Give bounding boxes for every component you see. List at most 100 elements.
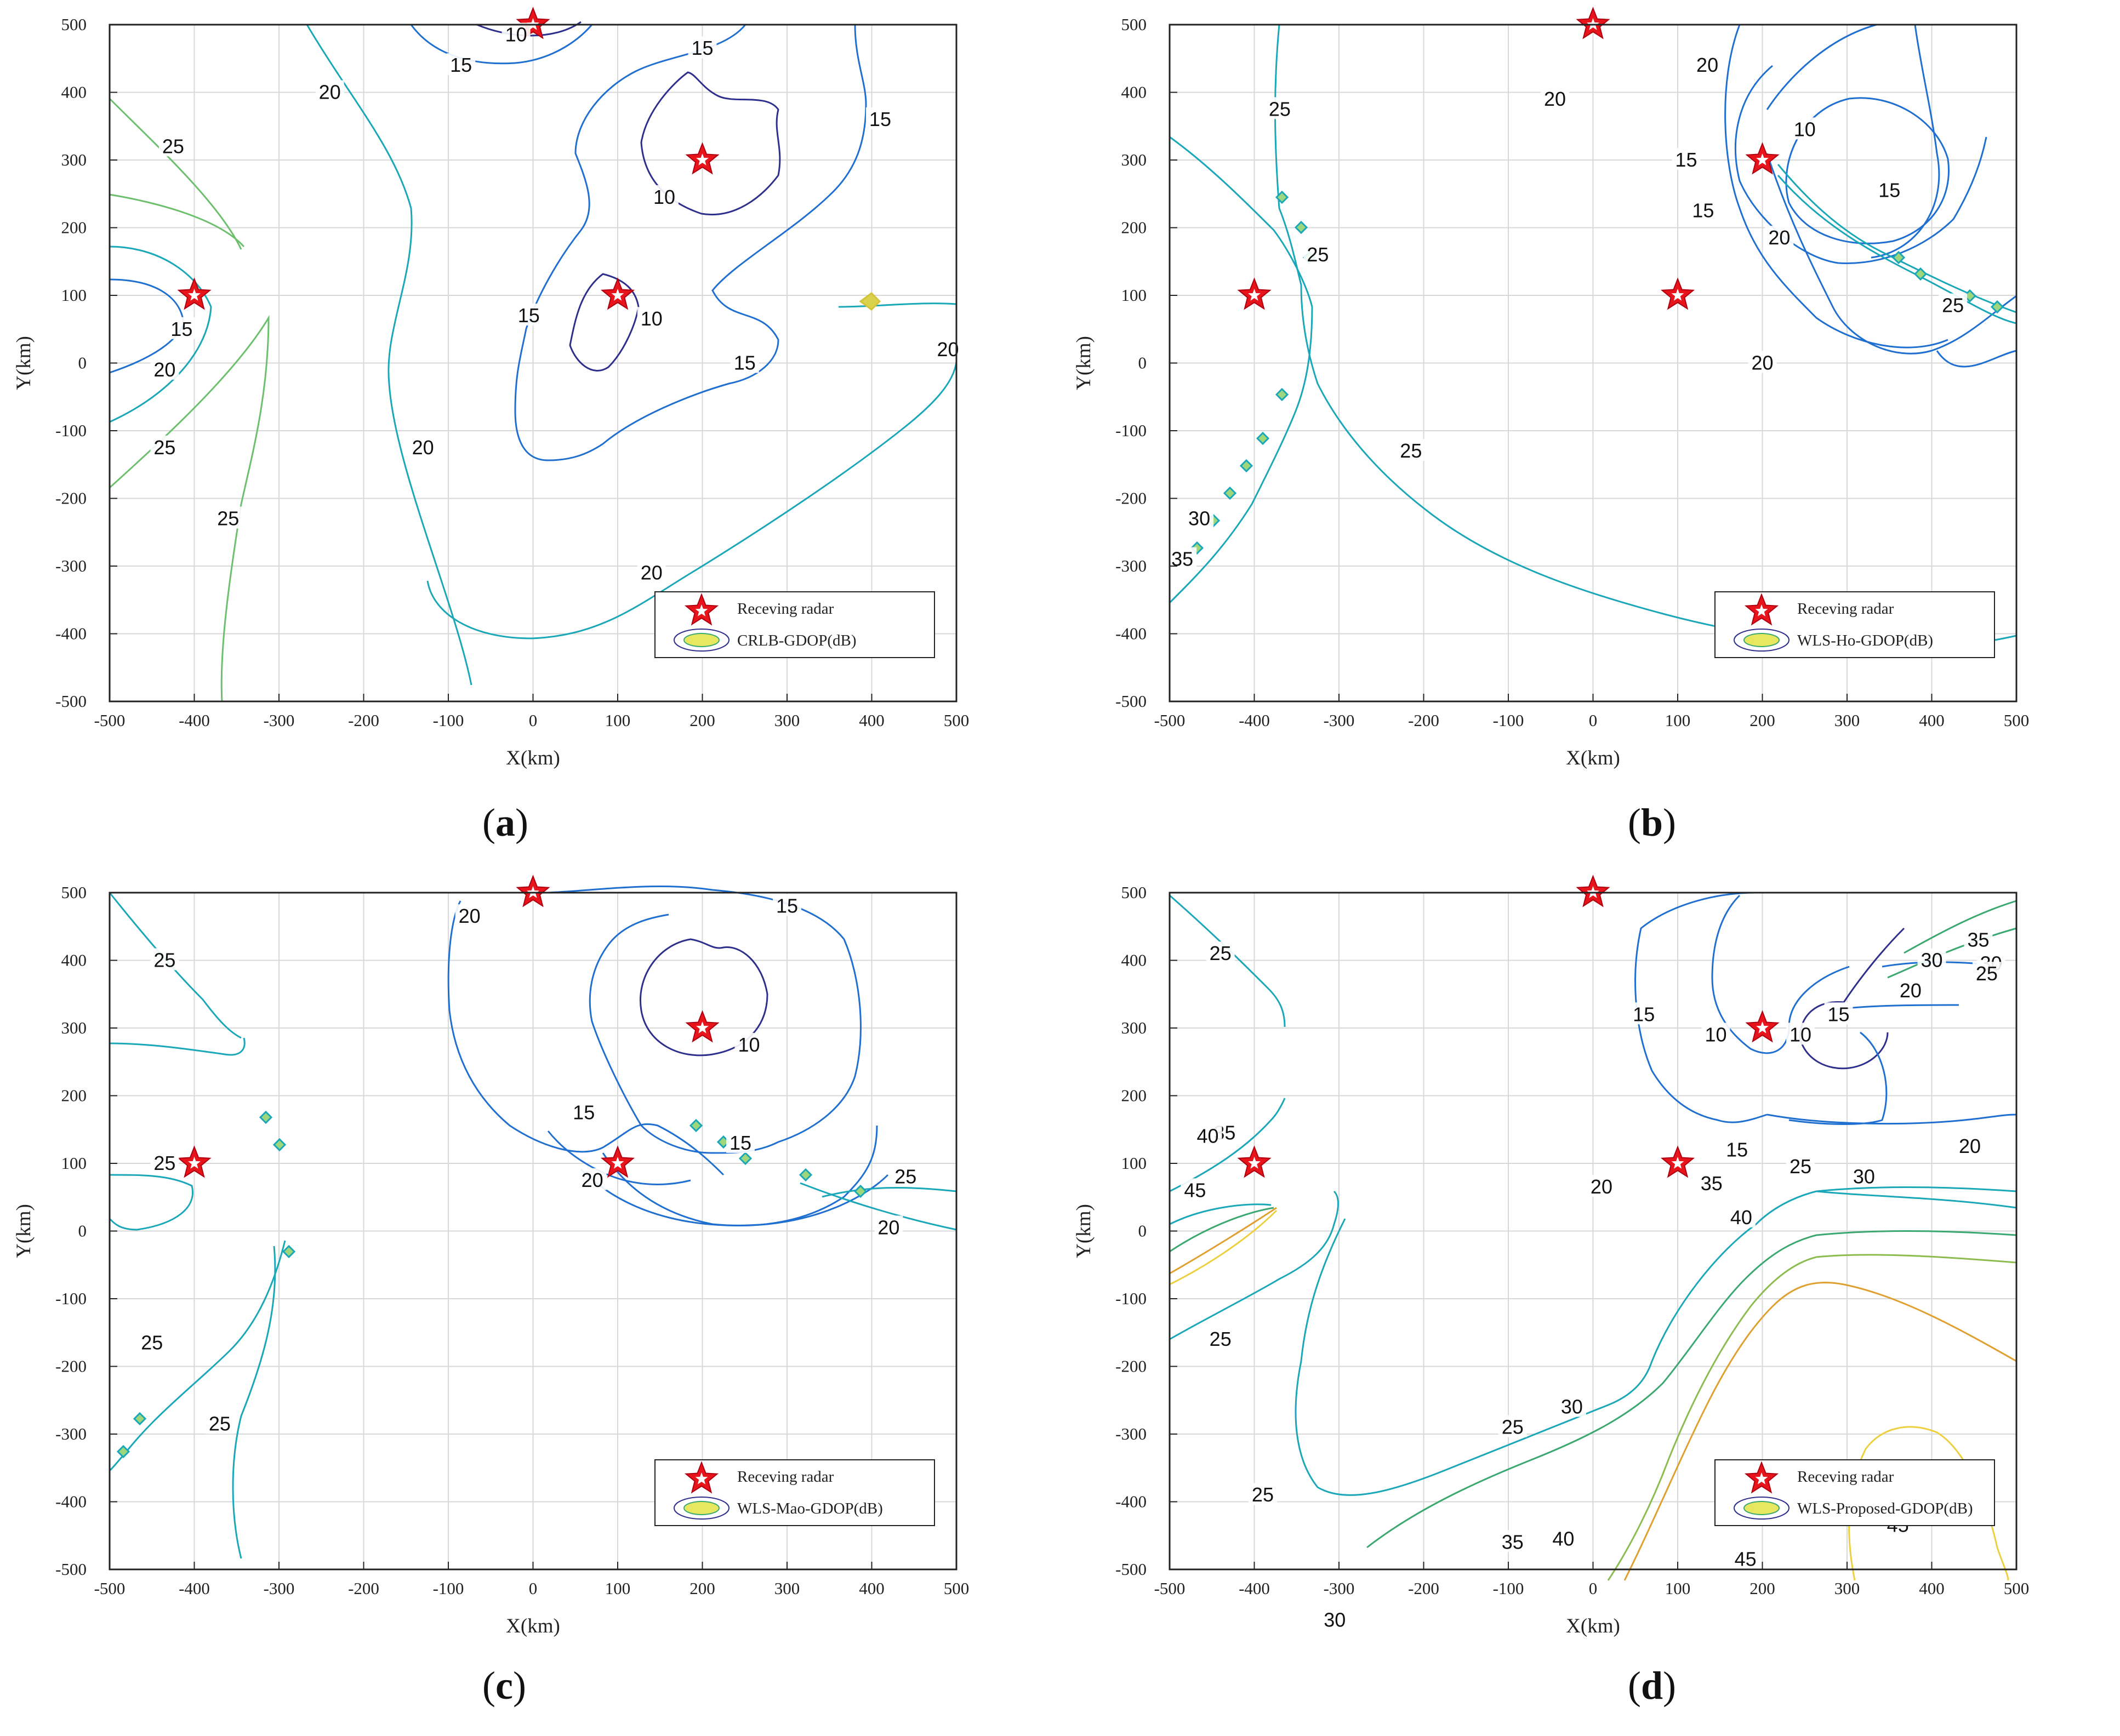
contour-label-bg — [1824, 1002, 1853, 1025]
contour-label: 25 — [1252, 1483, 1274, 1506]
contour-label: 35 — [1701, 1172, 1723, 1195]
contour-label-bg — [1693, 53, 1722, 76]
contour-label-bg — [1964, 928, 1993, 950]
y-tick-label: -200 — [1115, 1357, 1147, 1376]
y-tick-label: 0 — [78, 353, 87, 373]
contour-label-bg — [649, 185, 679, 207]
contour-label-bg — [933, 337, 962, 359]
contour-label: 40 — [1197, 1125, 1219, 1147]
contour-label: 15 — [1675, 149, 1697, 171]
radar-star-icon — [1237, 1145, 1272, 1178]
contour-label-bg — [1206, 941, 1235, 964]
x-tick-label: -400 — [1239, 711, 1270, 730]
y-tick-label: -100 — [1115, 421, 1147, 440]
x-tick-label: 0 — [529, 711, 538, 730]
x-tick-label: 300 — [1834, 711, 1860, 730]
y-tick-label: 300 — [1121, 1018, 1147, 1037]
y-tick-label: 200 — [1121, 1086, 1147, 1105]
contour-label: 20 — [153, 358, 175, 381]
contour-label-bg — [138, 1330, 167, 1353]
contour-label: 10 — [738, 1033, 760, 1056]
x-tick-label: -200 — [348, 711, 379, 730]
contour-label: 20 — [937, 338, 959, 361]
x-tick-label: -400 — [179, 711, 210, 730]
legend-contour-label: WLS-Mao-GDOP(dB) — [737, 1500, 883, 1517]
contour-label-bg — [1498, 1530, 1527, 1552]
contour-label: 15 — [450, 54, 472, 76]
contour-label: 20 — [459, 905, 481, 927]
y-tick-label: -400 — [1115, 624, 1147, 643]
contour-label: 30 — [1853, 1166, 1875, 1188]
caption-d: (d) — [1628, 1664, 1677, 1708]
x-tick-label: 400 — [1919, 1579, 1945, 1598]
contour-label-bg — [1557, 1395, 1586, 1417]
x-tick-label: -500 — [1154, 1579, 1186, 1598]
contour-label-bg — [158, 134, 187, 157]
x-tick-label: -100 — [433, 711, 464, 730]
x-tick-label: 0 — [529, 1579, 538, 1598]
contour-label: 10 — [641, 307, 663, 330]
x-tick-label: 400 — [859, 711, 885, 730]
x-tick-label: 0 — [1589, 1579, 1598, 1598]
legend-contour-icon — [674, 629, 730, 652]
contour-label-bg — [1498, 1415, 1527, 1437]
contour-label: 15 — [1633, 1003, 1655, 1025]
legend-radar-label: Receving radar — [1797, 600, 1894, 618]
legend-contour-icon — [1734, 629, 1790, 652]
y-tick-label: 400 — [61, 83, 87, 102]
contour-label-bg — [1549, 1527, 1578, 1549]
legend-radar-star-icon — [1744, 1461, 1779, 1494]
contour-label: 25 — [1210, 1328, 1232, 1350]
y-tick-label: -500 — [55, 1560, 87, 1579]
contour-label-bg — [1723, 1138, 1752, 1160]
y-tick-label: 500 — [1121, 883, 1147, 902]
caption-d-letter: d — [1640, 1664, 1663, 1708]
contour-label-bg — [569, 1100, 599, 1123]
contour-label-bg — [514, 304, 543, 326]
x-tick-label: 100 — [605, 711, 631, 730]
contour-label: 25 — [1790, 1155, 1811, 1178]
radar-star-icon — [1660, 277, 1695, 310]
contour-label-bg — [1193, 1124, 1222, 1146]
x-tick-label: 200 — [1749, 1579, 1775, 1598]
x-tick-label: 500 — [944, 1579, 970, 1598]
y-tick-label: 200 — [61, 218, 87, 237]
x-tick-label: -200 — [1408, 711, 1439, 730]
contour-label: 10 — [505, 24, 527, 46]
contour-label-bg — [874, 1215, 903, 1238]
x-tick-label: 400 — [859, 1579, 885, 1598]
contour-label-bg — [1875, 178, 1904, 201]
contour-label-bg — [1181, 1178, 1210, 1201]
contour-label-bg — [1939, 293, 1968, 316]
contour-label: 25 — [217, 507, 239, 530]
chart-panel-b: 252020101515152025252025303525 -500-400-… — [1060, 0, 2120, 868]
radar-star-icon — [600, 277, 635, 310]
contour-label: 15 — [170, 318, 192, 340]
y-tick-label: -100 — [55, 1289, 87, 1308]
chart-panel-a: 10 15 15 20 25 10 15 10 15 15 20 15 20 25 20 25 20 -500-… — [0, 0, 1060, 868]
contour-label-bg — [726, 1130, 755, 1153]
contour-label-bg — [1956, 1134, 1985, 1157]
chart-panel-d: 25 35 30 30 25 20 15 15 10 10 35 40 20 15 25 30 45 20 35 40… — [1060, 868, 2120, 1736]
contour-label-bg — [1206, 1327, 1235, 1350]
contour-label: 15 — [776, 895, 798, 917]
y-tick-label: 400 — [1121, 83, 1147, 102]
y-tick-label: -400 — [55, 624, 87, 643]
contour-label-bg — [773, 894, 801, 916]
radar-star-icon — [177, 277, 212, 310]
y-tick-label: -300 — [1115, 556, 1147, 575]
contour-label-bg — [1672, 148, 1701, 170]
contour-label-bg — [501, 22, 531, 45]
contour-label-bg — [1397, 439, 1426, 461]
x-tick-label: -500 — [1154, 711, 1186, 730]
contour-label-bg — [1726, 1205, 1756, 1227]
legend-contour-icon — [1734, 1497, 1790, 1520]
contour-label: 15 — [1692, 199, 1714, 222]
radar-star-icon — [177, 1145, 212, 1178]
y-tick-label: 0 — [1138, 1221, 1147, 1241]
contour-label-bg — [1540, 87, 1569, 109]
y-tick-label: -100 — [55, 421, 87, 440]
x-tick-label: -400 — [1239, 1579, 1270, 1598]
contour-label-bg — [315, 80, 344, 102]
caption-a: (a) — [482, 801, 528, 844]
